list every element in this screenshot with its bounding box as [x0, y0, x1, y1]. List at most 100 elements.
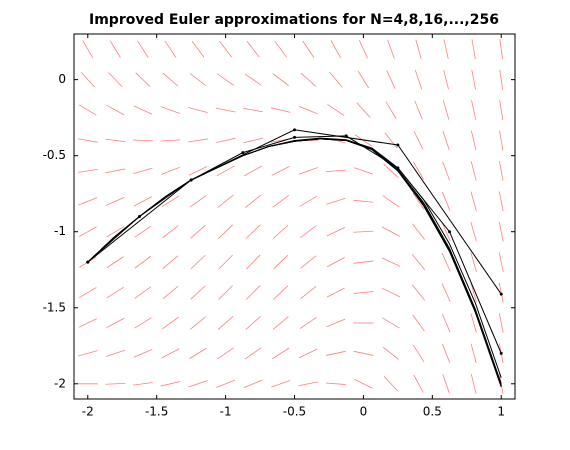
slope-segment [216, 379, 236, 388]
slope-segment [298, 381, 319, 387]
slope-segment [386, 70, 396, 89]
slope-segment [189, 195, 207, 208]
slope-segment [219, 41, 233, 58]
slope-segment [470, 373, 477, 394]
slope-segment [381, 257, 401, 267]
slope-segment [413, 162, 424, 180]
slope-segment [326, 318, 346, 328]
slope-segment [499, 100, 504, 120]
slope-segment [358, 39, 368, 59]
slope-segment [217, 194, 234, 208]
slope-segment [470, 313, 477, 333]
slope-segment [441, 313, 451, 333]
slope-segment [300, 286, 317, 300]
slope-segment [188, 166, 208, 176]
slope-segment [354, 378, 373, 389]
slope-segment [78, 226, 97, 237]
slope-segment [243, 379, 263, 388]
slope-segment [353, 230, 374, 233]
x-tick-label: 0 [360, 405, 368, 419]
slope-segment [329, 71, 343, 88]
slope-segment [78, 287, 97, 299]
slope-segment [188, 138, 208, 143]
slope-segment [134, 286, 152, 299]
slope-segment [411, 254, 426, 271]
slope-segment [161, 195, 180, 207]
slope-segment [411, 284, 426, 301]
slope-segment [381, 226, 400, 237]
slope-segment [272, 316, 289, 330]
slope-segment [414, 100, 423, 120]
slope-segment [133, 105, 153, 115]
slope-segment [133, 196, 152, 207]
slope-segment [443, 69, 449, 90]
slope-segment [470, 343, 477, 364]
point-marker [241, 151, 245, 155]
slope-segment [327, 104, 345, 116]
slope-segment [109, 40, 121, 58]
slope-segment [273, 285, 289, 300]
slope-segment [218, 224, 234, 239]
slope-segment [357, 70, 370, 89]
y-tick-label: -1 [54, 224, 66, 238]
slope-segment [325, 350, 346, 356]
slope-segment [441, 191, 451, 211]
point-marker [344, 134, 348, 138]
slope-segment [78, 104, 97, 116]
slope-segment [414, 70, 423, 90]
slope-segment [499, 69, 504, 90]
slope-segment [326, 197, 346, 205]
slope-segment [246, 41, 260, 58]
slope-segment [412, 344, 425, 363]
slope-segment [383, 376, 399, 392]
slope-segment [133, 167, 153, 175]
slope-segment [137, 40, 149, 58]
slope-segment [160, 381, 181, 387]
slope-segment [132, 139, 153, 142]
slope-segment [161, 348, 180, 359]
slope-segment [382, 195, 400, 208]
slope-segment [191, 40, 205, 58]
slope-segment [243, 107, 264, 113]
slope-segment [217, 347, 235, 360]
slope-segment [190, 254, 206, 270]
slope-segment [326, 257, 345, 268]
x-tick-label: -1.5 [145, 405, 168, 419]
y-tick-label: -0.5 [43, 148, 66, 162]
slope-segment [216, 165, 235, 177]
slope-segment [244, 347, 262, 360]
point-marker [499, 292, 503, 296]
slope-segment [441, 222, 451, 242]
slope-segment [382, 346, 400, 360]
slope-segment [105, 138, 126, 143]
slope-segment [442, 100, 450, 120]
slope-segment [442, 343, 451, 363]
slope-segment [387, 39, 395, 59]
slope-segment [385, 101, 397, 119]
slope-segment [106, 104, 125, 116]
slope-segment [271, 380, 291, 388]
slope-segment [162, 72, 179, 87]
slope-segment [471, 39, 476, 60]
slope-segment [244, 165, 263, 177]
slope-segment [413, 374, 424, 393]
slope-segment [274, 40, 288, 58]
slope-segment [325, 382, 346, 385]
slope-segment [299, 316, 317, 329]
point-marker [396, 143, 400, 147]
slope-segment [300, 225, 317, 239]
slope-segment [106, 286, 124, 299]
slope-segment [498, 160, 504, 181]
point-marker [293, 135, 296, 139]
slope-segment [162, 255, 179, 269]
slope-segment [498, 313, 504, 333]
y-tick-label: -1.5 [43, 300, 66, 314]
slope-segment [162, 316, 179, 330]
slope-segment [441, 252, 451, 272]
slope-segment [353, 350, 374, 356]
slope-segment [330, 40, 342, 59]
slope-segment [325, 169, 346, 173]
slope-segment [134, 225, 152, 238]
slope-segment [217, 73, 234, 86]
